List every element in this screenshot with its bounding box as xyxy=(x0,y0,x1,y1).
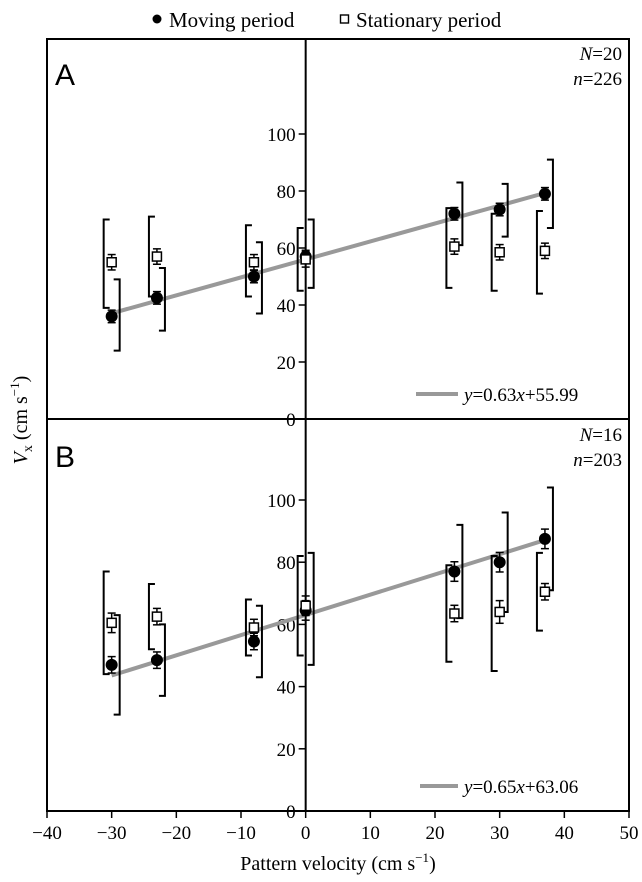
moving-point xyxy=(247,270,260,283)
y-tick-label: 80 xyxy=(277,182,296,203)
moving-sd-bracket xyxy=(158,623,166,697)
stationary-sd-bracket xyxy=(102,218,110,309)
y-axis-label: Vx (cm s−1) xyxy=(7,376,36,465)
stationary-sd-bracket xyxy=(445,207,453,289)
stationary-sd-bracket xyxy=(244,224,252,298)
moving-sd-bracket xyxy=(113,614,121,716)
panel-b-frame xyxy=(46,418,630,812)
moving-sd-bracket xyxy=(255,604,263,679)
stationary-point xyxy=(106,257,117,268)
y-tick-label: 20 xyxy=(277,353,296,374)
panel-a-frame xyxy=(46,38,630,420)
moving-point xyxy=(150,654,163,667)
x-tick-label: 40 xyxy=(555,823,574,844)
panel-a-letter: A xyxy=(55,59,75,92)
stationary-sd-bracket xyxy=(490,212,498,292)
y-tick-label: 40 xyxy=(277,296,296,317)
stationary-sd-bracket xyxy=(244,598,252,657)
stationary-point xyxy=(449,608,460,619)
moving-sd-bracket xyxy=(307,218,315,289)
legend-stationary-label: Stationary period xyxy=(356,8,502,32)
x-tick-label: 0 xyxy=(301,823,311,844)
y-tick-label: 100 xyxy=(267,125,296,146)
panel-a-stats-small-n: n=226 xyxy=(573,69,622,90)
stationary-sd-bracket xyxy=(147,582,155,651)
panel-b-stats-big-n: N=16 xyxy=(579,425,622,446)
panel-b-letter: B xyxy=(55,441,75,474)
x-tick-label: 10 xyxy=(361,823,380,844)
stationary-point xyxy=(494,247,505,258)
stationary-point xyxy=(449,241,460,252)
moving-point xyxy=(105,310,118,323)
stationary-sd-bracket xyxy=(535,209,543,295)
stationary-sd-bracket xyxy=(296,554,304,657)
moving-point xyxy=(493,556,506,569)
stationary-point xyxy=(151,251,163,262)
y-tick-label: 40 xyxy=(277,678,296,699)
stationary-point xyxy=(539,586,551,597)
y-tick-label: 80 xyxy=(277,553,296,574)
moving-point xyxy=(247,635,260,648)
panel-a-equation: y=0.63x+55.99 xyxy=(462,385,578,406)
regression-line xyxy=(111,538,546,678)
y-tick-label: 0 xyxy=(286,410,296,431)
moving-sd-bracket xyxy=(501,182,509,238)
x-axis-label: Pattern velocity (cm s−1) xyxy=(240,850,435,875)
stationary-sd-bracket xyxy=(490,554,498,673)
stationary-point xyxy=(300,600,311,611)
moving-sd-bracket xyxy=(158,266,166,332)
moving-point xyxy=(448,207,461,220)
stationary-point xyxy=(106,617,117,629)
y-tick-label: 0 xyxy=(286,802,296,823)
stationary-point xyxy=(539,245,551,257)
moving-point xyxy=(538,187,551,200)
x-tick-label: −30 xyxy=(97,823,127,844)
x-tick-label: −20 xyxy=(161,823,191,844)
stationary-point xyxy=(494,606,505,618)
y-tick-label: 20 xyxy=(277,740,296,761)
moving-sd-bracket xyxy=(307,551,315,666)
moving-sd-bracket xyxy=(255,241,263,315)
stationary-point xyxy=(300,254,311,265)
moving-point xyxy=(538,532,551,545)
moving-point xyxy=(448,565,461,578)
legend-stationary-marker xyxy=(339,14,350,24)
stationary-sd-bracket xyxy=(296,227,304,292)
panel-a-plot: 0 20 40 60 80 100 xyxy=(102,39,554,431)
x-tick-label: −10 xyxy=(226,823,256,844)
regression-line xyxy=(111,191,546,316)
panel-b-stats-small-n: n=203 xyxy=(573,450,622,471)
stationary-sd-bracket xyxy=(535,551,543,632)
y-tick-label: 60 xyxy=(277,239,296,260)
stationary-point xyxy=(248,622,260,633)
stationary-sd-bracket xyxy=(445,564,453,663)
stationary-sd-bracket xyxy=(102,570,110,676)
x-tick-label: 20 xyxy=(426,823,445,844)
moving-point xyxy=(105,658,118,671)
stationary-point xyxy=(151,611,163,622)
panel-a-stats-big-n: N=20 xyxy=(579,44,622,65)
stationary-point xyxy=(248,257,260,268)
moving-sd-bracket xyxy=(546,158,554,230)
stationary-sd-bracket xyxy=(147,215,155,298)
moving-sd-bracket xyxy=(113,278,121,352)
x-tick-label: −40 xyxy=(32,823,62,844)
legend-moving-marker xyxy=(152,14,162,24)
legend-moving-label: Moving period xyxy=(169,8,295,32)
legend: Moving period Stationary period xyxy=(152,8,502,32)
x-tick-label: 50 xyxy=(620,823,639,844)
moving-point xyxy=(150,291,163,304)
x-tick-label: 30 xyxy=(490,823,509,844)
y-tick-label: 100 xyxy=(267,491,296,512)
moving-point xyxy=(493,203,506,216)
panel-b-equation: y=0.65x+63.06 xyxy=(462,777,578,798)
axis-ticks: −40 −30 −20 −10 0 10 20 30 40 50 xyxy=(32,811,639,844)
